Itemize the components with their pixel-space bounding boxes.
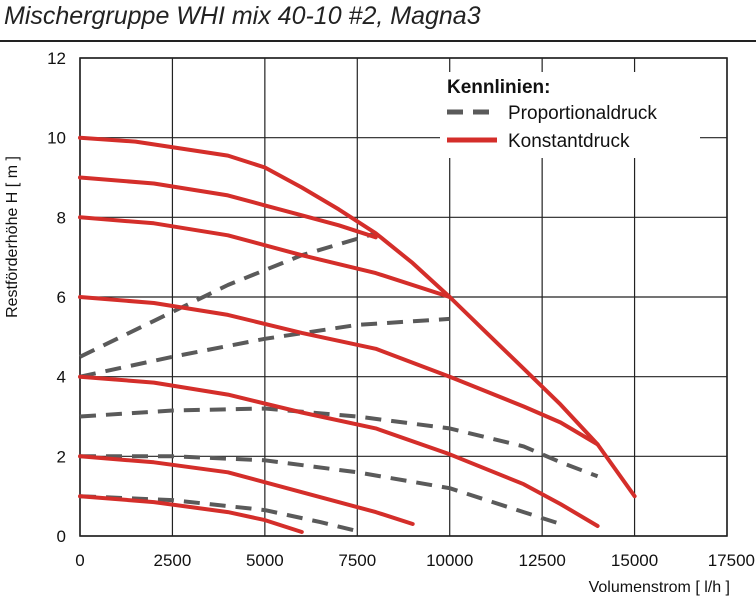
x-tick-label-1: 2500 <box>154 551 192 570</box>
tick-labels: 0 2500 5000 7500 10000 12500 15000 17500 0 2 4 6 8 10… <box>47 49 755 570</box>
legend-title: Kennlinien: <box>447 77 550 98</box>
proportional-curve-9 <box>79 406 599 479</box>
konstant-curve-4 <box>78 374 600 528</box>
x-tick-label-0: 0 <box>75 551 84 570</box>
konstant-curve-0 <box>78 135 637 499</box>
proportional-curve-11 <box>79 494 362 534</box>
proportional-curves <box>79 231 599 534</box>
title-underline <box>0 40 756 42</box>
proportional-curve-7 <box>79 231 377 359</box>
y-axis-label: Restförderhöhe H [ m ] <box>4 156 21 318</box>
konstant-curve-5 <box>78 454 415 526</box>
konstant-curves <box>78 135 637 534</box>
x-tick-label-6: 15000 <box>611 551 658 570</box>
x-tick-label-4: 10000 <box>426 551 473 570</box>
proportional-curve-10 <box>80 454 562 526</box>
x-axis-label: Volumenstrom [ l/h ] <box>589 579 730 596</box>
konstant-curve-1 <box>78 175 378 240</box>
x-tick-label-2: 5000 <box>246 551 284 570</box>
y-tick-label-5: 10 <box>47 129 66 148</box>
legend-entry-0: Proportionaldruck <box>508 103 657 124</box>
legend: Kennlinien: Proportionaldruck Konstantdruc… <box>440 72 700 158</box>
y-tick-label-1: 2 <box>57 447 66 466</box>
y-tick-label-0: 0 <box>57 527 66 546</box>
proportional-curve-8 <box>79 316 450 379</box>
legend-background <box>440 72 700 158</box>
y-tick-label-6: 12 <box>47 49 66 68</box>
konstant-curve-2 <box>78 215 452 299</box>
konstant-curve-3 <box>78 295 600 447</box>
x-tick-label-7: 17500 <box>708 551 755 570</box>
x-tick-label-3: 7500 <box>338 551 376 570</box>
konstant-curve-6 <box>78 494 304 534</box>
legend-entry-1: Konstantdruck <box>508 131 630 152</box>
x-tick-label-5: 12500 <box>519 551 566 570</box>
y-tick-label-3: 6 <box>57 288 66 307</box>
y-tick-label-4: 8 <box>57 208 66 227</box>
chart-title: Mischergruppe WHI mix 40-10 #2, Magna3 <box>4 2 481 30</box>
y-tick-label-2: 4 <box>57 368 66 387</box>
